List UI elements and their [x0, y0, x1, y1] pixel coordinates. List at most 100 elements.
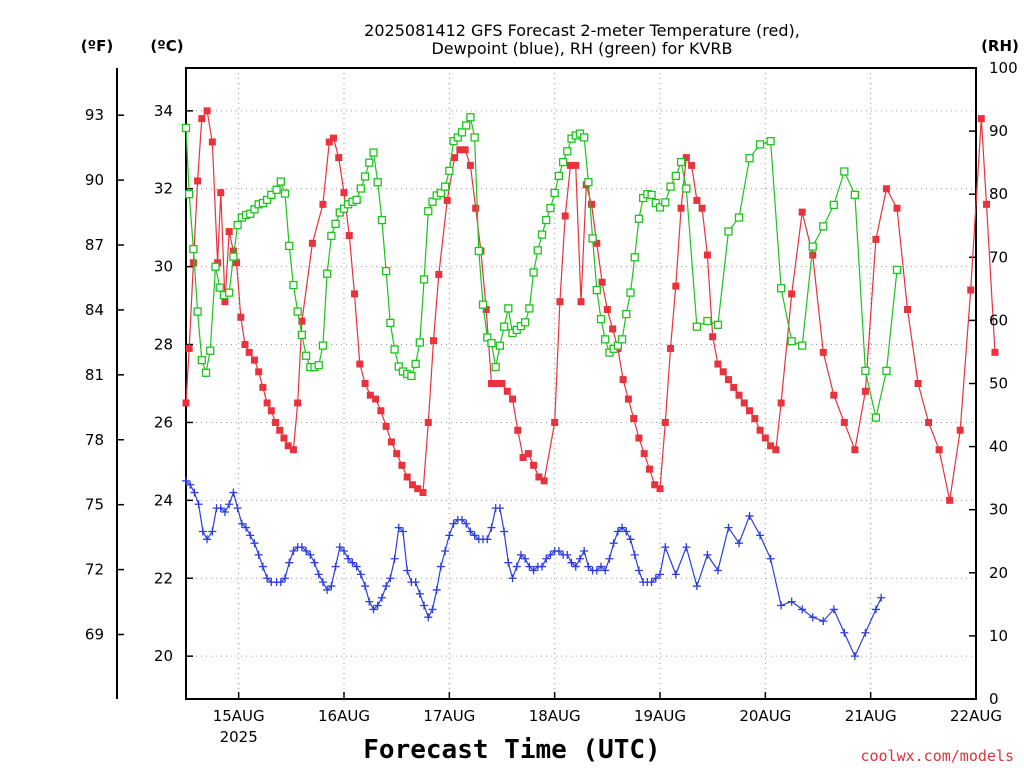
x-tick-label: 15AUG [213, 707, 265, 725]
temperature-point [340, 189, 348, 197]
dewpoint-point [656, 570, 664, 579]
rh-point [622, 309, 631, 319]
temperature-point [798, 208, 806, 216]
rh-tick-label: 80 [989, 185, 1008, 203]
rh-point [322, 269, 332, 278]
rh-point [293, 307, 302, 316]
dewpoint-point [525, 562, 534, 571]
rh-point [250, 205, 259, 214]
temperature-point [280, 434, 288, 442]
rh-point [386, 318, 395, 328]
dewpoint-point [203, 535, 212, 544]
rh-point [352, 195, 361, 205]
temperature-point [609, 325, 617, 333]
temperature-point [935, 446, 943, 454]
temperature-point [382, 422, 390, 430]
fahrenheit-tick-label: 72 [85, 561, 104, 579]
dewpoint-point [529, 566, 538, 575]
dewpoint-point [344, 554, 353, 563]
rh-point [453, 133, 462, 142]
temperature-point [329, 134, 337, 142]
dewpoint-point [671, 570, 680, 579]
temperature-point [194, 177, 202, 185]
temperature-point [714, 360, 722, 368]
x-tick-label: 17AUG [423, 707, 475, 725]
rh-point [617, 335, 627, 344]
rh-point [798, 341, 807, 350]
temperature-point [398, 461, 406, 469]
dewpoint-point [377, 593, 386, 602]
temperature-point [284, 442, 292, 450]
dewpoint-point [829, 605, 838, 614]
rh-point [272, 185, 281, 194]
temperature-point [661, 418, 669, 426]
dewpoint-point [877, 593, 886, 602]
rh-point [229, 252, 238, 261]
rh-point [525, 304, 534, 313]
rh-tick-label: 90 [989, 122, 1008, 140]
fahrenheit-tick-label: 93 [85, 106, 104, 124]
temperature-point [372, 395, 380, 403]
chart-title-line-2: Dewpoint (blue), RH (green) for KVRB [431, 39, 732, 58]
rh-point [542, 215, 551, 225]
dewpoint-point [871, 605, 880, 614]
dewpoint-point [258, 562, 267, 571]
dewpoint-point [571, 562, 580, 571]
temperature-point [740, 399, 748, 407]
dewpoint-point [310, 558, 319, 567]
rh-point [592, 285, 601, 295]
temperature-line [185, 109, 996, 501]
temperature-point [272, 418, 280, 426]
dewpoint-point [756, 531, 765, 540]
dewpoint-point [182, 476, 190, 485]
temperature-point [356, 360, 364, 368]
dewpoint-point [386, 574, 395, 583]
temperature-point [493, 380, 501, 387]
x-tick-label: 20AUG [739, 707, 791, 725]
x-axis-label: Forecast Time (UTC) [363, 735, 660, 765]
temperature-point [498, 380, 506, 387]
dewpoint-point [263, 574, 272, 583]
temperature-point [851, 446, 859, 454]
celsius-tick-label: 30 [154, 258, 173, 276]
temperature-point [255, 368, 263, 376]
temperature-point [746, 407, 754, 415]
dewpoint-point [542, 554, 551, 563]
temperature-point [221, 298, 229, 306]
temperature-point [977, 115, 985, 123]
temperature-point [237, 313, 245, 321]
chart-title-line-1: 2025081412 GFS Forecast 2-meter Temperat… [364, 21, 800, 40]
rh-point [225, 288, 234, 297]
dewpoint-point [394, 523, 403, 532]
dewpoint-point [285, 558, 294, 567]
rh-point [339, 204, 349, 213]
dewpoint-point [237, 519, 246, 528]
fahrenheit-tick-label: 69 [85, 626, 104, 644]
fahrenheit-tick-label: 81 [85, 366, 104, 384]
rh-point [491, 362, 500, 372]
temperature-point [408, 481, 416, 489]
temperature-point [730, 383, 738, 391]
rh-point [445, 166, 454, 176]
temperature-point [259, 383, 267, 391]
rh-point [457, 128, 467, 137]
temperature-point [761, 434, 769, 442]
tick-labels: 20 22 24 26 28 30 32 34 69 72 75 78 81 84 87 90 93 0 10 20 3… [85, 59, 1018, 746]
dewpoint-point [281, 574, 290, 583]
rh-point [861, 366, 870, 376]
dewpoint-point [819, 617, 828, 626]
rh-point [558, 157, 568, 167]
fahrenheit-tick-label: 87 [85, 236, 104, 254]
temperature-point [640, 450, 648, 458]
dewpoint-point [198, 527, 207, 536]
dewpoint-point [424, 613, 433, 622]
rh-point [327, 231, 336, 240]
rh-point [285, 241, 294, 251]
temperature-point [514, 426, 522, 434]
dewpoint-point [466, 527, 475, 536]
temperature-point [208, 138, 216, 146]
dewpoint-point [361, 582, 370, 591]
temperature-point [430, 337, 438, 345]
temperature-point [677, 204, 685, 212]
temperature-point [182, 399, 190, 407]
